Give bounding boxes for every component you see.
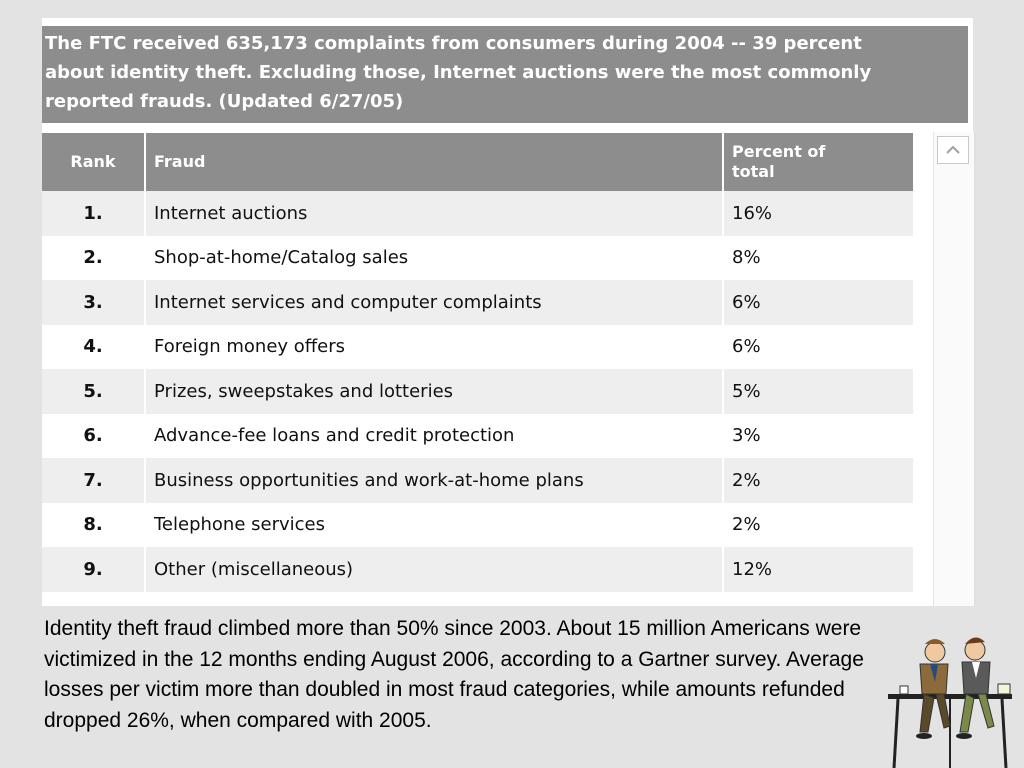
fraud-cell: Business opportunities and work-at-home … [145,458,724,503]
table-row: 5. Prizes, sweepstakes and lotteries 5% [42,369,913,414]
table-row: 4. Foreign money offers 6% [42,324,913,369]
rank-cell: 8. [42,502,146,547]
table-row: 6. Advance-fee loans and credit protecti… [42,413,913,458]
rank-cell: 9. [42,547,146,592]
percent-cell: 12% [723,547,913,592]
percent-cell: 8% [723,235,913,280]
table-row: 2. Shop-at-home/Catalog sales 8% [42,235,913,280]
table-row: 8. Telephone services 2% [42,502,913,547]
fraud-cell: Internet services and computer complaint… [145,280,724,325]
table-header-row: Rank Fraud Percent of total [42,133,913,191]
two-men-at-table-icon [888,637,1012,768]
fraud-cell: Internet auctions [145,191,724,236]
rank-cell: 2. [42,235,146,280]
fraud-table: Rank Fraud Percent of total 1. Internet … [42,133,913,592]
fraud-cell: Advance-fee loans and credit protection [145,413,724,458]
fraud-cell: Other (miscellaneous) [145,547,724,592]
summary-header: The FTC received 635,173 complaints from… [42,26,968,123]
fraud-cell: Prizes, sweepstakes and lotteries [145,369,724,414]
table-row: 1. Internet auctions 16% [42,191,913,236]
rank-cell: 4. [42,324,146,369]
rank-cell: 3. [42,280,146,325]
percent-cell: 2% [723,502,913,547]
table-row: 7. Business opportunities and work-at-ho… [42,458,913,503]
percent-cell: 6% [723,324,913,369]
scroll-up-button[interactable] [937,136,969,164]
column-header-percent: Percent of total [723,133,913,191]
fraud-cell: Shop-at-home/Catalog sales [145,235,724,280]
percent-cell: 16% [723,191,913,236]
table-row: 3. Internet services and computer compla… [42,280,913,325]
rank-cell: 5. [42,369,146,414]
rank-cell: 6. [42,413,146,458]
column-header-percent-line2: total [732,162,775,181]
column-header-rank: Rank [42,133,146,191]
chevron-up-icon [946,145,960,154]
fraud-cell: Foreign money offers [145,324,724,369]
table-row: 9. Other (miscellaneous) 12% [42,547,913,592]
vertical-scrollbar[interactable] [933,132,976,606]
column-header-fraud: Fraud [145,133,724,191]
rank-cell: 7. [42,458,146,503]
summary-line-2: about identity theft. Excluding those, I… [45,62,872,83]
column-header-percent-line1: Percent of [732,142,826,161]
percent-cell: 2% [723,458,913,503]
rank-cell: 1. [42,191,146,236]
fraud-cell: Telephone services [145,502,724,547]
summary-line-3: reported frauds. (Updated 6/27/05) [45,91,404,112]
summary-line-1: The FTC received 635,173 complaints from… [45,33,862,54]
scroll-track [974,132,976,606]
content-panel: The FTC received 635,173 complaints from… [42,18,976,606]
identity-theft-paragraph: Identity theft fraud climbed more than 5… [44,617,864,732]
percent-cell: 3% [723,413,913,458]
percent-cell: 6% [723,280,913,325]
percent-cell: 5% [723,369,913,414]
